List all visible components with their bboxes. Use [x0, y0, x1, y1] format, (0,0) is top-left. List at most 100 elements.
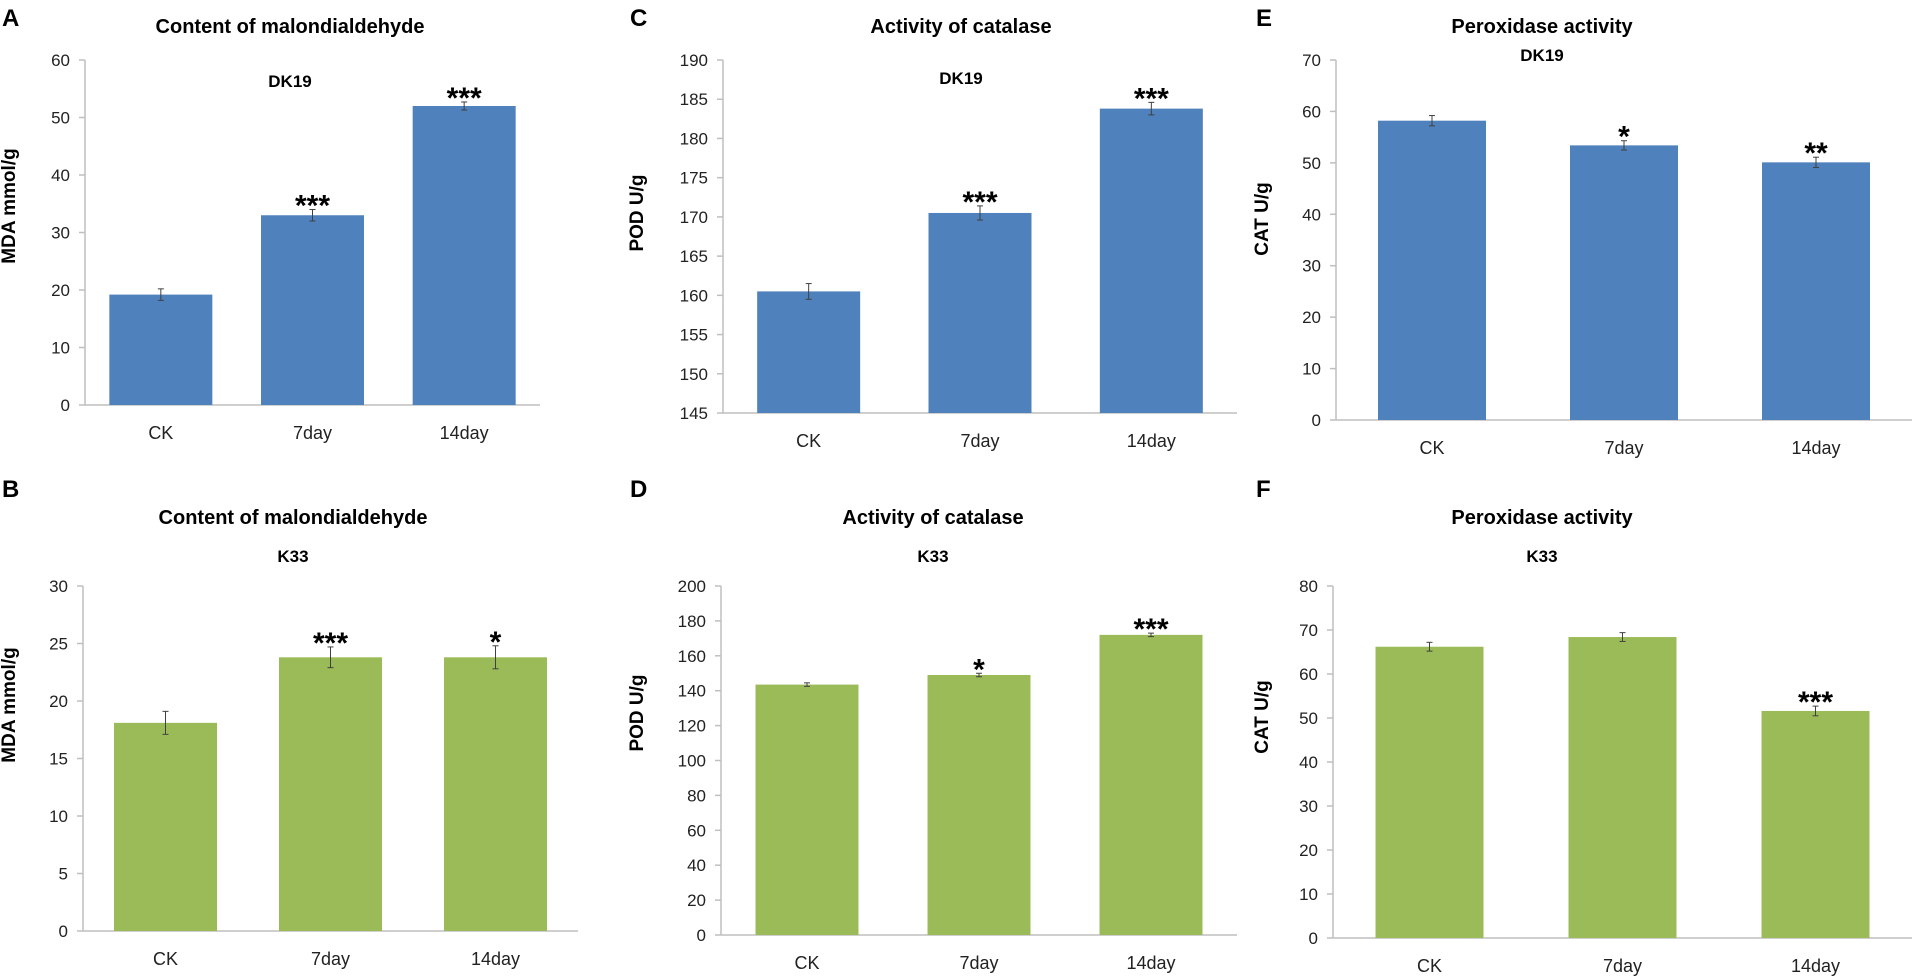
- y-tick-label: 60: [1302, 102, 1321, 121]
- chart-subtitle: DK19: [939, 69, 982, 88]
- panel-letter: C: [630, 5, 647, 32]
- y-tick-label: 5: [59, 865, 68, 884]
- chart-title: Content of malondialdehyde: [159, 507, 428, 529]
- panel-letter: E: [1256, 5, 1272, 32]
- y-tick-label: 20: [49, 692, 68, 711]
- y-tick-label: 10: [1299, 885, 1318, 904]
- significance-marker: *: [973, 653, 985, 686]
- x-tick-label: 14day: [1791, 438, 1840, 458]
- chart-panel-e: E Peroxidase activity DK19 CAT U/g 0 10 20 30 40…: [1252, 5, 1912, 458]
- y-tick-label: 0: [1312, 411, 1321, 430]
- y-tick-label: 70: [1302, 51, 1321, 70]
- bar-ck: [114, 722, 217, 931]
- x-tick-label: CK: [153, 949, 178, 969]
- error-bar: [1619, 632, 1626, 642]
- x-tick-label: 7day: [1603, 956, 1642, 976]
- y-tick-label: 20: [1302, 308, 1321, 327]
- x-tick-label: 14day: [471, 949, 520, 969]
- y-tick-label: 10: [1302, 360, 1321, 379]
- y-tick-label: 20: [687, 891, 706, 910]
- y-tick-label: 40: [1299, 753, 1318, 772]
- chart-subtitle: DK19: [268, 72, 311, 91]
- x-tick-label: CK: [796, 431, 821, 451]
- chart-panel-c: C Activity of catalase DK19 POD U/g 145 150 15…: [627, 5, 1237, 451]
- bar-7day: [1570, 145, 1678, 420]
- significance-marker: *: [1618, 121, 1630, 154]
- y-tick-label: 30: [1299, 797, 1318, 816]
- y-tick-label: 20: [51, 281, 70, 300]
- y-tick-label: 175: [680, 169, 708, 188]
- bar-14day: [1099, 108, 1203, 413]
- chart-title: Peroxidase activity: [1451, 16, 1633, 38]
- error-bar: [461, 101, 468, 111]
- y-tick-label: 50: [51, 109, 70, 128]
- error-bar: [1426, 641, 1433, 652]
- error-bar: [977, 205, 983, 221]
- chart-panel-d: D Activity of catalase K33 POD U/g 0 20 40 60 80…: [627, 476, 1237, 973]
- panel-letter: B: [2, 476, 19, 503]
- y-tick-label: 0: [59, 922, 68, 941]
- x-tick-label: 7day: [1604, 438, 1643, 458]
- chart-panel-b: B Content of malondialdehyde K33 MDA mmol/g…: [0, 476, 578, 969]
- x-tick-label: CK: [148, 423, 173, 443]
- y-axis-label: POD U/g: [627, 674, 648, 751]
- y-tick-label: 30: [51, 224, 70, 243]
- chart-title: Peroxidase activity: [1451, 507, 1633, 529]
- x-tick-label: CK: [1419, 438, 1444, 458]
- significance-marker: ***: [313, 627, 348, 660]
- x-tick-label: 7day: [959, 953, 998, 973]
- y-tick-label: 180: [680, 129, 708, 148]
- x-tick-label: 14day: [1127, 431, 1176, 451]
- significance-marker: *: [490, 626, 502, 659]
- chart-panel-a: A Content of malondialdehyde DK19 MDA mmol/…: [0, 5, 540, 443]
- significance-marker: ***: [295, 190, 330, 223]
- error-bar: [804, 682, 810, 687]
- error-bar: [309, 209, 316, 222]
- bar-7day: [279, 657, 382, 931]
- y-tick-label: 120: [678, 717, 706, 736]
- error-bar: [976, 672, 982, 678]
- y-tick-label: 160: [680, 286, 708, 305]
- y-tick-label: 30: [49, 577, 68, 596]
- panel-letter: F: [1256, 476, 1271, 503]
- chart-subtitle: K33: [917, 547, 948, 566]
- bar-ck: [757, 291, 861, 413]
- bar-14day: [1762, 162, 1870, 421]
- error-bar: [157, 288, 164, 301]
- y-tick-label: 155: [680, 326, 708, 345]
- y-tick-label: 180: [678, 612, 706, 631]
- bar-7day: [927, 674, 1031, 935]
- y-tick-label: 190: [680, 51, 708, 70]
- bar-14day: [1099, 634, 1203, 935]
- chart-subtitle: K33: [277, 547, 308, 566]
- bar-7day: [1568, 637, 1677, 938]
- y-tick-label: 200: [678, 577, 706, 596]
- y-tick-label: 10: [51, 339, 70, 358]
- error-bar: [805, 283, 812, 300]
- x-tick-label: 7day: [960, 431, 999, 451]
- significance-marker: ***: [1134, 82, 1169, 115]
- significance-marker: ***: [1798, 686, 1833, 719]
- y-tick-label: 0: [61, 396, 70, 415]
- bar-14day: [412, 106, 516, 405]
- error-bar: [1429, 115, 1435, 127]
- x-tick-label: 14day: [1791, 956, 1840, 976]
- chart-title: Activity of catalase: [842, 507, 1023, 529]
- error-bar: [162, 710, 169, 735]
- bar-ck: [755, 684, 859, 935]
- y-axis-label: MDA mmol/g: [0, 647, 20, 762]
- y-tick-label: 185: [680, 90, 708, 109]
- y-tick-label: 15: [49, 750, 68, 769]
- y-tick-label: 50: [1302, 154, 1321, 173]
- error-bar: [1148, 101, 1155, 116]
- chart-panel-f: F Peroxidase activity K33 CAT U/g 0 10 20 30 40 5…: [1252, 476, 1912, 976]
- y-tick-label: 100: [678, 752, 706, 771]
- bar-ck: [1378, 120, 1486, 420]
- x-tick-label: CK: [794, 953, 819, 973]
- y-tick-label: 60: [51, 51, 70, 70]
- panel-letter: A: [2, 5, 19, 32]
- error-bar: [1148, 632, 1154, 638]
- bar-14day: [444, 657, 547, 931]
- x-tick-label: CK: [1417, 956, 1442, 976]
